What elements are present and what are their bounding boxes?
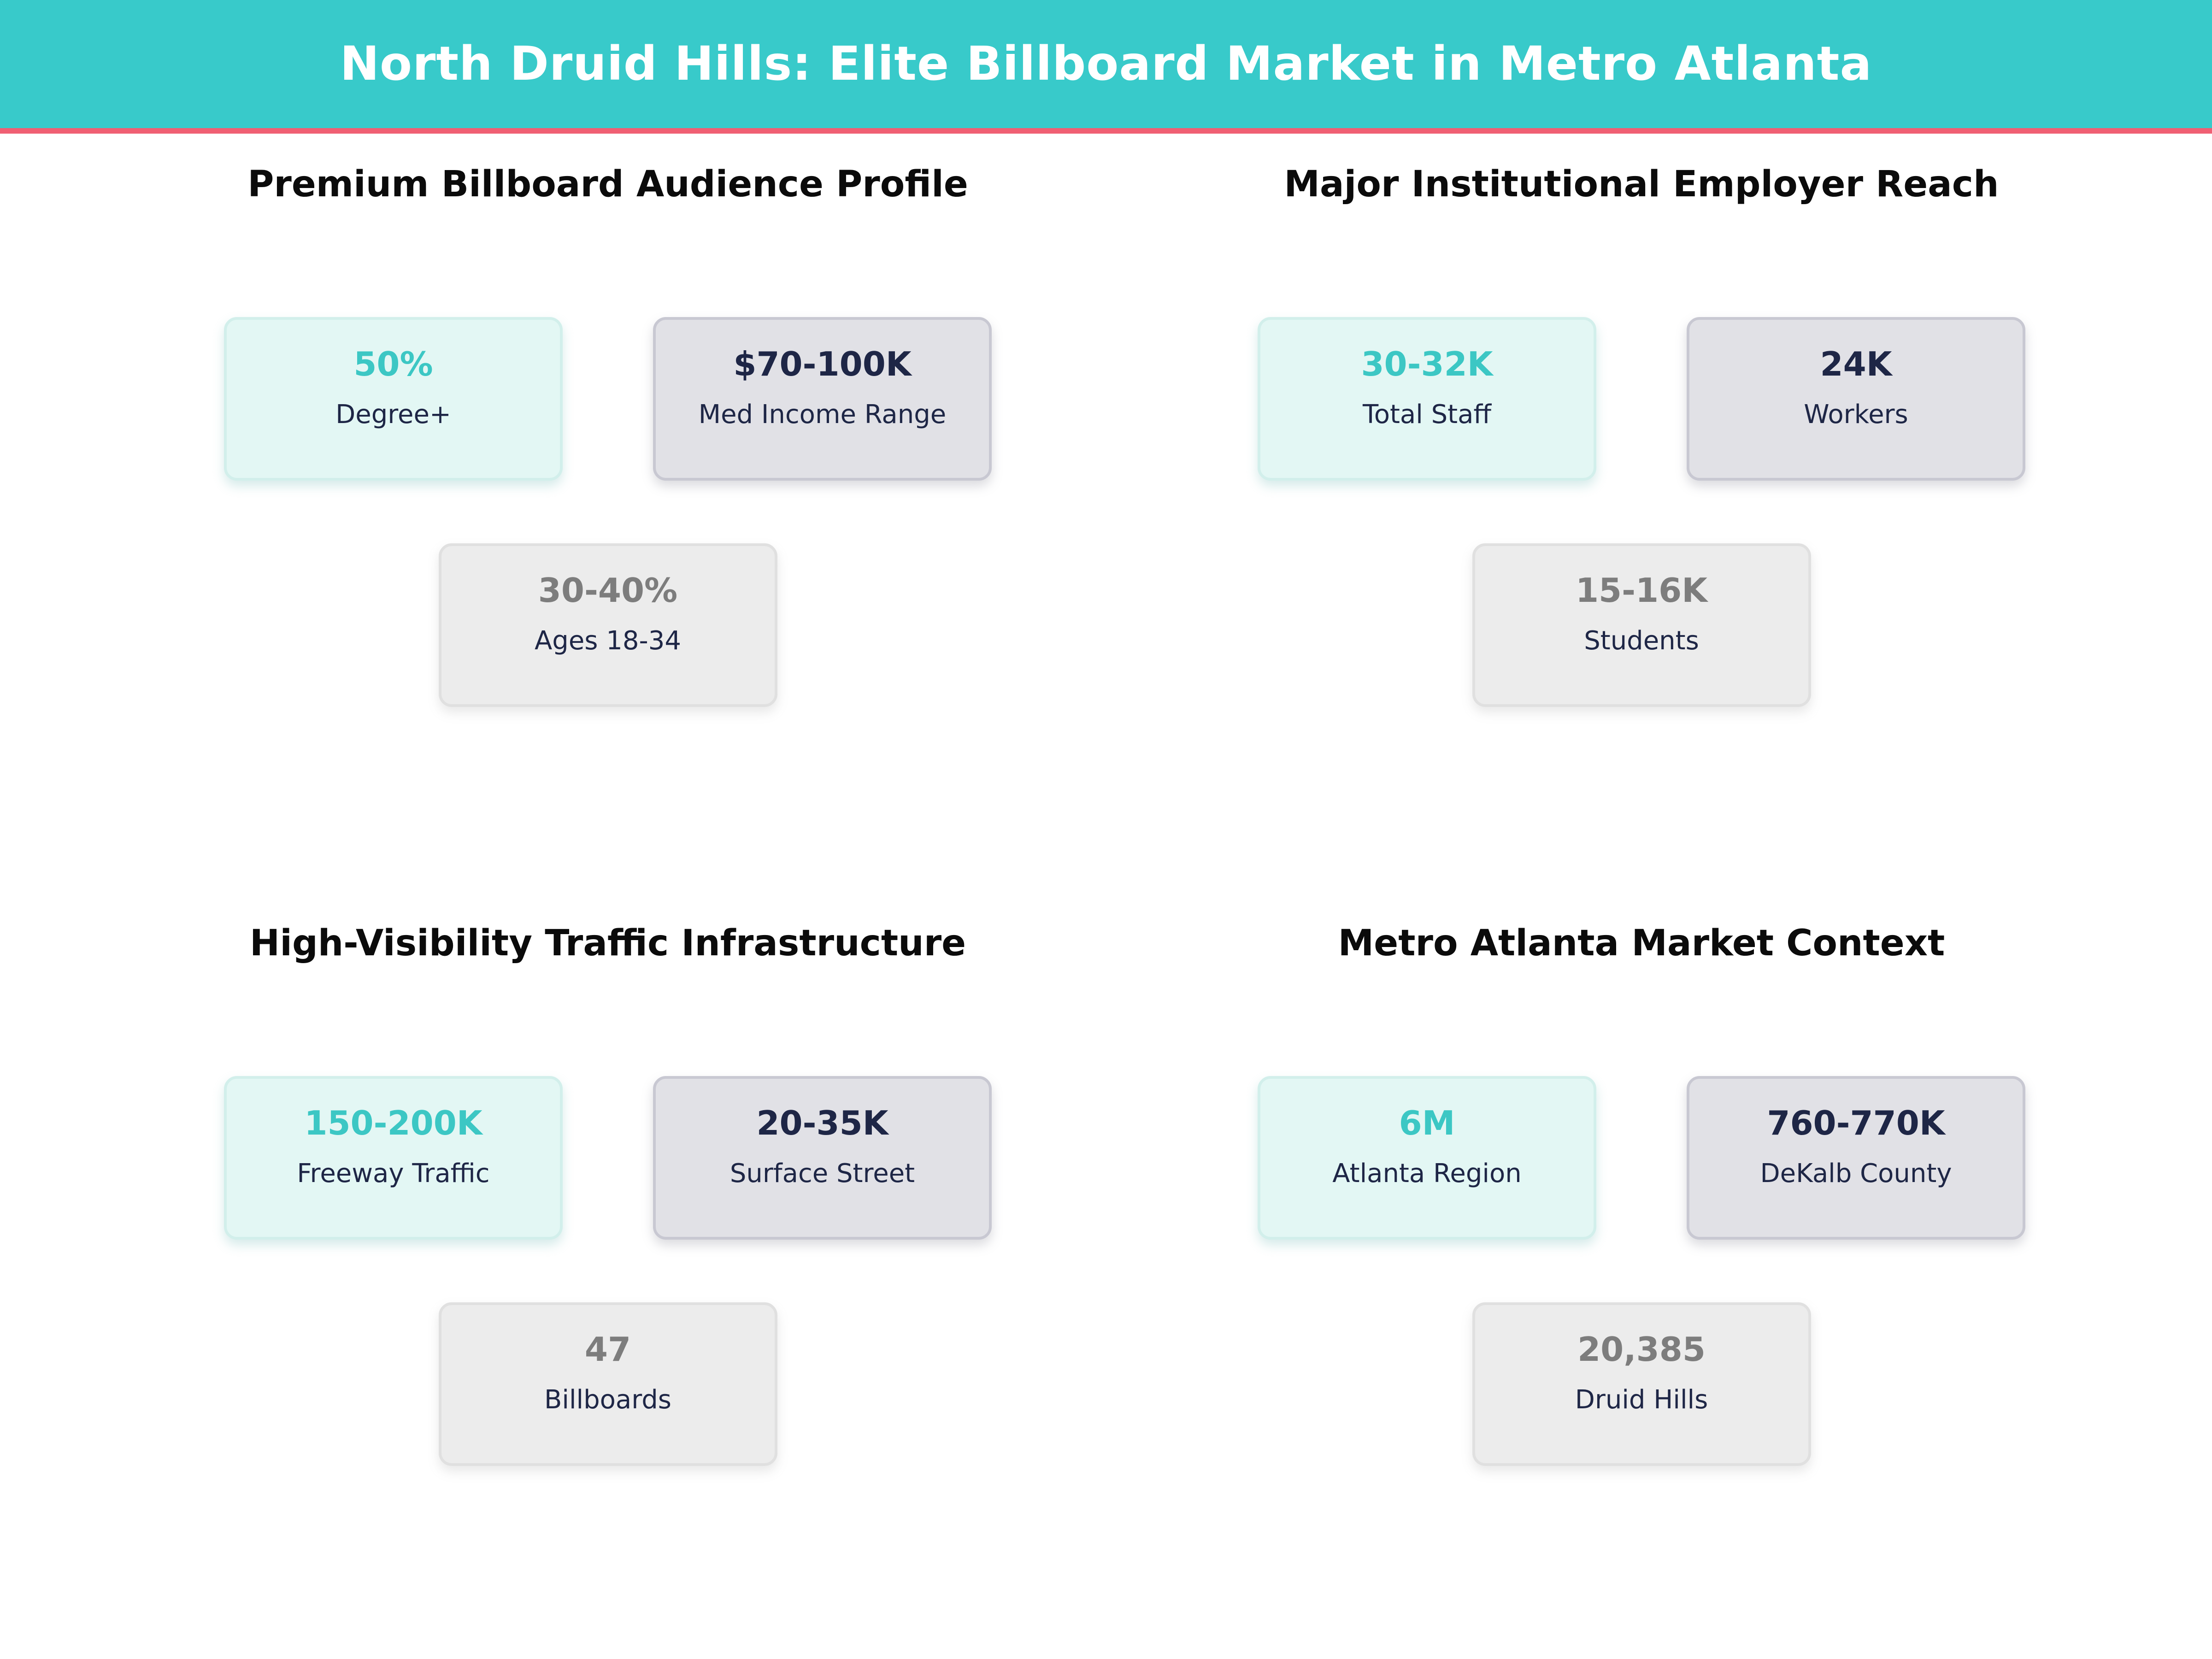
- section-market-context: Metro Atlanta Market Context 6M Atlanta …: [1088, 894, 2194, 1466]
- stat-label: Atlanta Region: [1332, 1159, 1522, 1188]
- section-title: Premium Billboard Audience Profile: [247, 164, 968, 205]
- stat-label: Degree+: [335, 400, 451, 429]
- stat-label: Workers: [1804, 400, 1908, 429]
- stat-label: Total Staff: [1363, 400, 1491, 429]
- page-header: North Druid Hills: Elite Billboard Marke…: [0, 0, 2212, 128]
- stat-card-surface-street: 20-35K Surface Street: [653, 1076, 992, 1240]
- stat-value: 30-40%: [538, 571, 678, 610]
- stat-label: Students: [1584, 626, 1699, 656]
- stat-card-druid-hills: 20,385 Druid Hills: [1472, 1302, 1811, 1466]
- stat-label: Surface Street: [729, 1159, 915, 1188]
- cards-row: 47 Billboards: [55, 1302, 1161, 1466]
- stat-value: 20,385: [1577, 1330, 1706, 1369]
- stat-label: DeKalb County: [1760, 1159, 1952, 1188]
- stat-value: 30-32K: [1361, 345, 1493, 383]
- section-title: Major Institutional Employer Reach: [1284, 164, 1999, 205]
- stat-value: 6M: [1399, 1104, 1455, 1142]
- stat-card-income: $70-100K Med Income Range: [653, 317, 992, 481]
- stat-card-students: 15-16K Students: [1472, 543, 1811, 707]
- cards-row: 150-200K Freeway Traffic 20-35K Surface …: [55, 1076, 1161, 1240]
- section-traffic-infrastructure: High-Visibility Traffic Infrastructure 1…: [55, 894, 1161, 1466]
- stat-value: 15-16K: [1575, 571, 1708, 610]
- stat-label: Freeway Traffic: [297, 1159, 490, 1188]
- stat-card-freeway-traffic: 150-200K Freeway Traffic: [224, 1076, 563, 1240]
- section-title: Metro Atlanta Market Context: [1338, 923, 1945, 964]
- stat-card-total-staff: 30-32K Total Staff: [1258, 317, 1596, 481]
- stat-value: 50%: [353, 345, 433, 383]
- section-audience-profile: Premium Billboard Audience Profile 50% D…: [55, 135, 1161, 707]
- stat-label: Med Income Range: [698, 400, 947, 429]
- stat-card-dekalb-county: 760-770K DeKalb County: [1687, 1076, 2025, 1240]
- header-accent-bar: [0, 128, 2212, 134]
- stat-label: Ages 18-34: [534, 626, 681, 656]
- stat-label: Druid Hills: [1575, 1385, 1708, 1415]
- cards-row: 6M Atlanta Region 760-770K DeKalb County: [1088, 1076, 2194, 1240]
- stat-value: 47: [584, 1330, 631, 1369]
- stat-card-billboards: 47 Billboards: [438, 1302, 777, 1466]
- page-title: North Druid Hills: Elite Billboard Marke…: [340, 36, 1872, 91]
- stat-card-degree: 50% Degree+: [224, 317, 563, 481]
- cards-row: 30-32K Total Staff 24K Workers: [1088, 317, 2194, 481]
- stat-value: 760-770K: [1767, 1104, 1945, 1142]
- stat-label: Billboards: [544, 1385, 671, 1415]
- section-employer-reach: Major Institutional Employer Reach 30-32…: [1088, 135, 2194, 707]
- stat-value: 24K: [1820, 345, 1892, 383]
- stat-value: 150-200K: [304, 1104, 482, 1142]
- stat-value: 20-35K: [756, 1104, 888, 1142]
- cards-row: 15-16K Students: [1088, 543, 2194, 707]
- cards-row: 30-40% Ages 18-34: [55, 543, 1161, 707]
- section-title: High-Visibility Traffic Infrastructure: [249, 923, 966, 964]
- cards-row: 50% Degree+ $70-100K Med Income Range: [55, 317, 1161, 481]
- stat-card-atlanta-region: 6M Atlanta Region: [1258, 1076, 1596, 1240]
- stat-card-ages: 30-40% Ages 18-34: [438, 543, 777, 707]
- cards-row: 20,385 Druid Hills: [1088, 1302, 2194, 1466]
- stat-card-workers: 24K Workers: [1687, 317, 2025, 481]
- stat-value: $70-100K: [733, 345, 912, 383]
